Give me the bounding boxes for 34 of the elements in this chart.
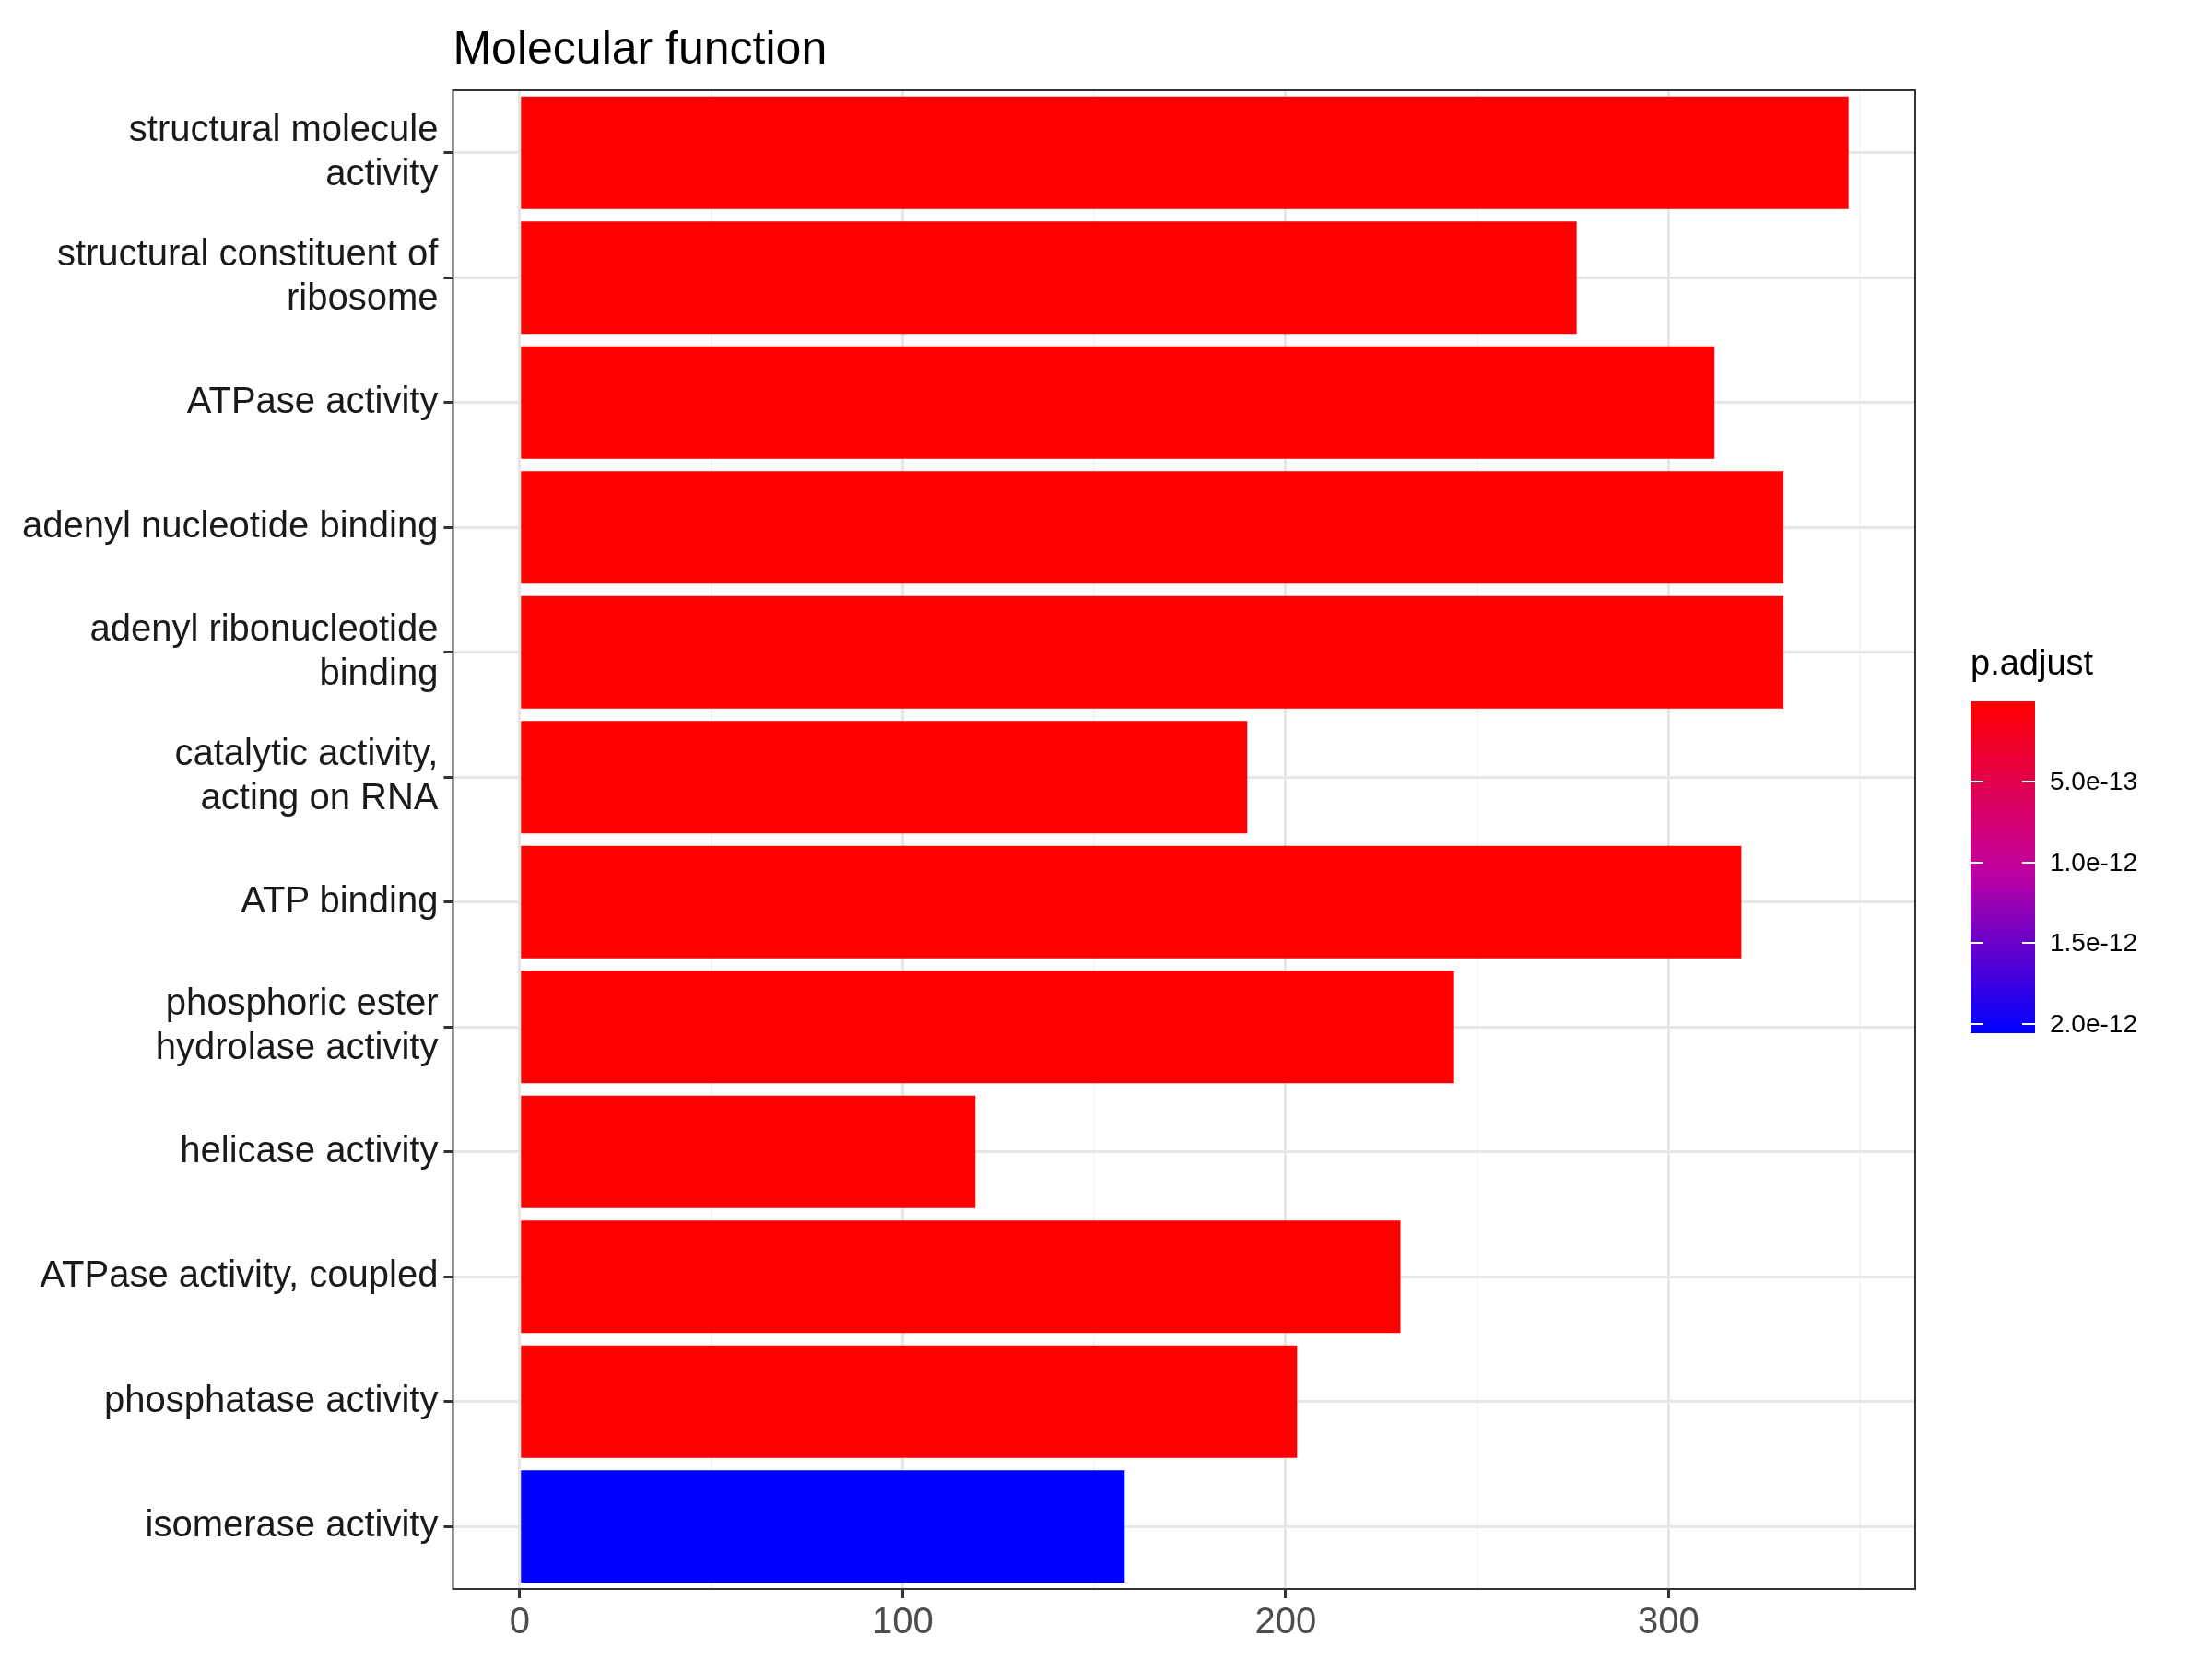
- bar: [521, 96, 1849, 209]
- y-tick-label: adenyl ribonucleotide binding: [89, 606, 439, 692]
- bar: [521, 595, 1784, 709]
- color-bar-label: 2.0e-12: [2050, 1008, 2137, 1039]
- color-bar-title: p.adjust: [1971, 643, 2094, 683]
- x-tick-label: 0: [509, 1600, 530, 1641]
- color-bar-label: 1.0e-12: [2050, 847, 2137, 877]
- bar: [521, 1095, 976, 1208]
- y-tick-label: ATPase activity, coupled: [40, 1253, 439, 1295]
- x-tick-label: 200: [1254, 1600, 1317, 1641]
- y-tick-label: helicase activity: [180, 1128, 439, 1170]
- y-tick-label: structural molecule activity: [128, 107, 439, 193]
- color-bar-label: 5.0e-13: [2050, 767, 2137, 797]
- x-tick-label: 100: [871, 1600, 934, 1641]
- y-tick-label: ATPase activity: [186, 379, 439, 420]
- y-tick-label: adenyl nucleotide binding: [22, 504, 439, 546]
- bar: [521, 721, 1248, 834]
- y-tick-label: catalytic activity, acting on RNA: [174, 732, 439, 818]
- bar: [521, 1345, 1298, 1458]
- bar: [521, 1470, 1125, 1583]
- bar: [521, 221, 1577, 335]
- y-tick-label: isomerase activity: [145, 1503, 439, 1545]
- bar: [521, 471, 1784, 584]
- y-tick-label: phosphoric ester hydrolase activity: [155, 982, 439, 1067]
- y-tick-label: ATP binding: [241, 878, 439, 920]
- y-tick-label: phosphatase activity: [104, 1378, 439, 1419]
- bar: [521, 845, 1742, 959]
- bar: [521, 971, 1454, 1084]
- x-tick-label: 300: [1638, 1600, 1700, 1641]
- chart-title: Molecular function: [453, 21, 828, 74]
- bar: [521, 346, 1715, 459]
- bar: [521, 1220, 1401, 1334]
- color-bar-label: 1.5e-12: [2050, 928, 2137, 959]
- y-tick-label: structural constituent of ribosome: [56, 232, 440, 318]
